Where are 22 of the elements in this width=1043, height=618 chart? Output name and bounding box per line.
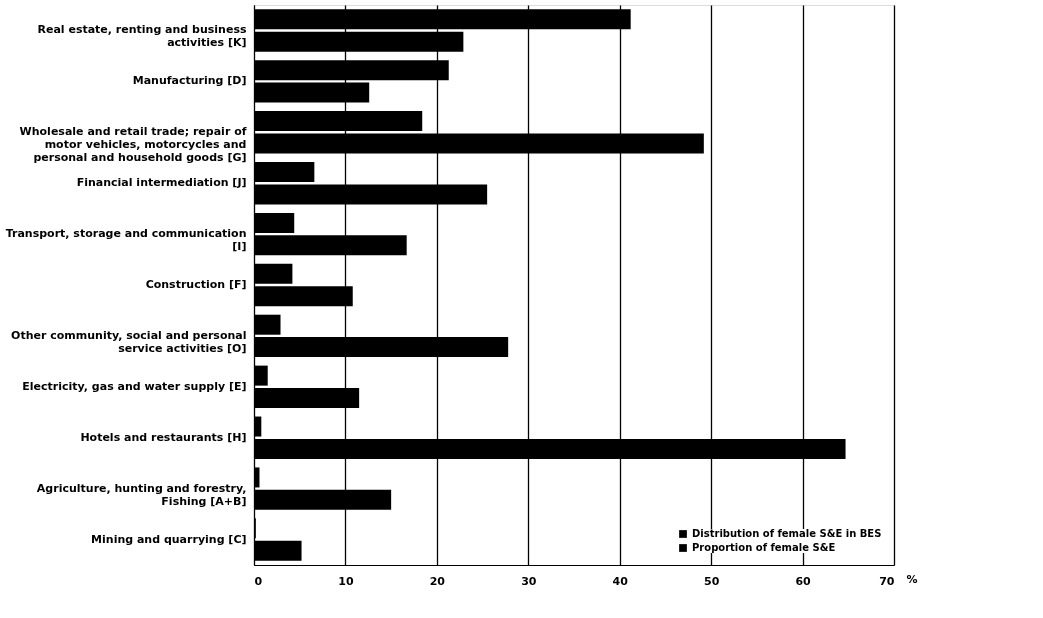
- x-tick-label: 60: [795, 574, 812, 588]
- y-tick-label: Financial intermediation [J]: [76, 176, 247, 190]
- y-tick-label: Mining and quarrying [C]: [91, 532, 247, 546]
- y-tick-label: Wholesale and retail trade; repair of motor vehicles, motorcycles and personal and household goods [G]: [19, 125, 247, 165]
- y-tick-label: Hotels and restaurants [H]: [80, 430, 247, 444]
- x-tick-label: 20: [429, 574, 446, 588]
- x-tick-label: 30: [521, 574, 537, 588]
- y-tick-label: Other community, social and personal service activities [O]: [11, 328, 247, 355]
- x-tick-label: 0: [254, 574, 263, 588]
- y-tick-label: Agriculture, hunting and forestry, Fishing [A+B]: [36, 481, 247, 508]
- y-tick-label: Real estate, renting and business activities [K]: [37, 23, 247, 50]
- y-tick-label: Manufacturing [D]: [132, 74, 247, 88]
- legend-label: Distribution of female S&E in BES: [692, 528, 882, 539]
- x-axis-title: %: [906, 572, 918, 586]
- x-tick-label: 50: [703, 574, 720, 588]
- x-tick-label: 70: [879, 574, 895, 588]
- y-tick-label: Construction [F]: [145, 278, 247, 291]
- y-tick-label: Transport, storage and communication [I]: [5, 227, 247, 254]
- legend-label: Proportion of female S&E: [692, 542, 836, 553]
- x-tick-label: 40: [612, 574, 629, 588]
- y-tick-label: Electricity, gas and water supply [E]: [22, 379, 247, 393]
- x-tick-label: 10: [338, 574, 354, 588]
